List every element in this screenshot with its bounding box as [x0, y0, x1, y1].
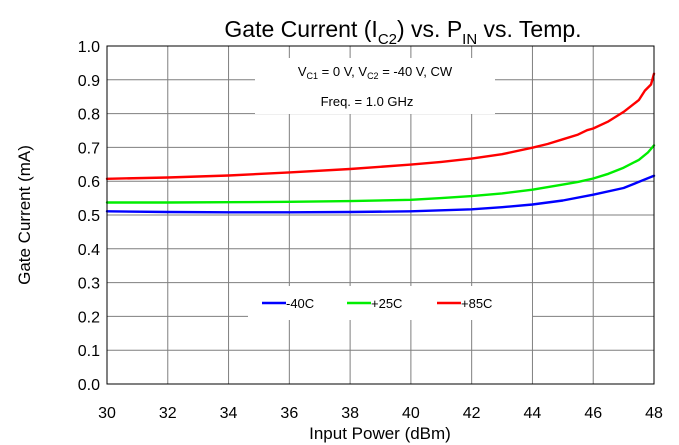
y-tick-label: 0.4 — [78, 242, 100, 259]
x-axis-label: Input Power (dBm) — [309, 424, 451, 443]
x-tick-label: 46 — [584, 405, 602, 422]
legend-label: +25C — [371, 296, 402, 311]
conditions-v1-subscript: C1 — [307, 71, 319, 81]
y-tick-label: 0.5 — [78, 208, 100, 225]
title-suffix: vs. Temp. — [477, 16, 581, 42]
x-tick-label: 38 — [341, 405, 359, 422]
conditions-annotation-background — [255, 58, 495, 114]
title-subscript-in: IN — [462, 31, 477, 48]
y-tick-label: 0.1 — [78, 343, 100, 360]
chart-title: Gate Current (IC2) vs. PIN vs. Temp. — [224, 16, 581, 48]
y-tick-label: 1.0 — [78, 39, 100, 56]
conditions-v2-value: = -40 V, CW — [379, 64, 453, 79]
series-line-1 — [105, 144, 656, 204]
x-tick-label: 30 — [98, 405, 116, 422]
conditions-v2-subscript: C2 — [367, 71, 379, 81]
x-tick-label: 36 — [280, 405, 298, 422]
series-line-0 — [105, 174, 656, 214]
x-tick-label: 34 — [220, 405, 238, 422]
y-tick-label: 0.8 — [78, 107, 100, 124]
conditions-v1-value: = 0 V, V — [318, 64, 367, 79]
y-tick-label: 0.6 — [78, 174, 100, 191]
y-tick-label: 0.2 — [78, 309, 100, 326]
conditions-text: VC1 = 0 V, VC2 = -40 V, CW — [298, 64, 453, 81]
y-tick-label: 0.0 — [78, 377, 100, 394]
legend: -40C +25C +85C — [248, 286, 532, 320]
conditions-annotation: VC1 = 0 V, VC2 = -40 V, CW Freq. = 1.0 G… — [255, 58, 495, 114]
frequency-text: Freq. = 1.0 GHz — [321, 94, 414, 109]
x-tick-label: 44 — [524, 405, 542, 422]
legend-label: +85C — [461, 296, 492, 311]
series-lines — [105, 72, 656, 214]
y-tick-labels: 0.0 0.1 0.2 0.3 0.4 0.5 0.6 0.7 0.8 0.9 1.0 — [78, 39, 100, 394]
title-prefix: Gate Current (I — [224, 16, 377, 42]
legend-background — [248, 286, 532, 320]
title-middle: ) vs. P — [397, 16, 462, 42]
x-tick-label: 42 — [463, 405, 481, 422]
legend-label: -40C — [286, 296, 314, 311]
x-tick-label: 32 — [159, 405, 177, 422]
x-tick-labels: 30 32 34 36 38 40 42 44 46 48 — [98, 405, 663, 422]
series-line-2 — [105, 72, 656, 181]
y-tick-label: 0.9 — [78, 73, 100, 90]
y-axis-label: Gate Current (mA) — [15, 145, 34, 285]
x-tick-label: 48 — [645, 405, 663, 422]
x-tick-label: 40 — [402, 405, 420, 422]
plot-area-frame — [106, 45, 655, 385]
y-tick-label: 0.7 — [78, 140, 100, 157]
title-subscript-c2: C2 — [378, 31, 397, 48]
conditions-v1: V — [298, 64, 307, 79]
y-tick-label: 0.3 — [78, 276, 100, 293]
